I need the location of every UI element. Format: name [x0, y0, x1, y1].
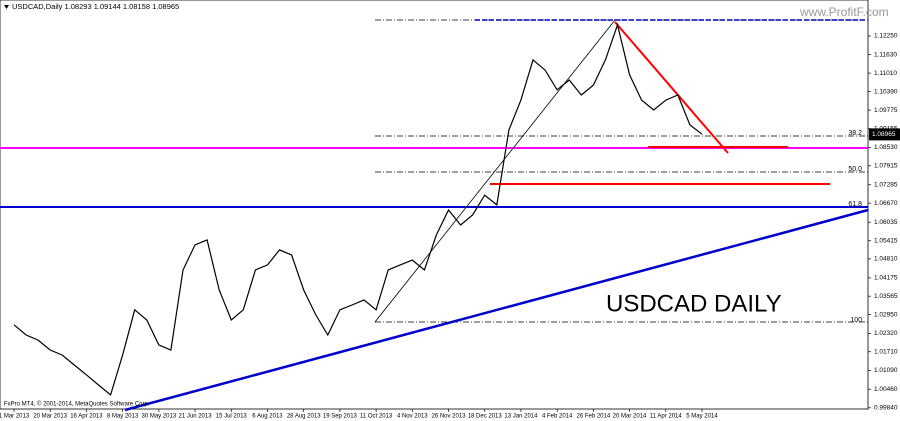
x-tick-label: 8 May 2013 — [107, 414, 139, 420]
x-tick-label: 13 Jan 2014 — [504, 414, 538, 420]
y-tick-label: 1.00460 — [874, 386, 898, 393]
x-tick-label: 4 Nov 2013 — [397, 414, 428, 420]
x-tick-label: 5 May 2014 — [686, 414, 718, 420]
price-line — [13, 22, 703, 396]
fib-label: 61.8 — [848, 201, 862, 208]
y-tick-label: 1.01090 — [874, 367, 898, 374]
fib-label: 38.2 — [848, 130, 862, 137]
x-tick-label: 28 Aug 2013 — [287, 414, 321, 420]
trend-line — [124, 208, 869, 412]
y-tick-label: 1.04810 — [874, 256, 898, 263]
x-tick-label: 26 Nov 2013 — [432, 414, 467, 420]
y-tick-label: 1.01710 — [874, 348, 898, 355]
y-tick-label: 1.02950 — [874, 311, 898, 318]
x-tick-label: 20 Mar 2014 — [613, 414, 647, 420]
x-tick-label: 16 Apr 2013 — [70, 414, 103, 420]
y-tick-label: 1.10390 — [874, 88, 898, 95]
menu-arrow[interactable] — [4, 5, 9, 9]
x-tick-label: 18 Dec 2013 — [468, 414, 503, 420]
y-tick-label: 1.02320 — [874, 330, 898, 337]
fib-base-line — [374, 19, 616, 323]
y-tick-label: 0.99840 — [874, 405, 898, 412]
y-tick-label: 1.09775 — [874, 107, 898, 114]
y-tick-label: 1.11630 — [874, 51, 897, 58]
current-price-box — [869, 128, 900, 141]
x-tick-label: 11 Oct 2013 — [360, 414, 393, 420]
plot-frame — [0, 0, 869, 410]
x-tick-label: 26 Feb 2014 — [577, 414, 611, 420]
y-tick-label: 1.11010 — [874, 70, 897, 77]
x-tick-label: 6 Aug 2013 — [252, 414, 283, 420]
x-tick-label: 15 Jul 2013 — [216, 414, 248, 420]
current-price-label: 1.08965 — [872, 131, 896, 138]
x-tick-label: 19 Sep 2013 — [323, 414, 358, 420]
fib-label: 100 — [850, 317, 862, 324]
y-tick-label: 1.12250 — [874, 33, 898, 40]
y-tick-label: 1.07285 — [874, 181, 898, 188]
y-tick-label: 1.07915 — [874, 163, 898, 170]
fib-label: 50.0 — [848, 166, 862, 173]
y-tick-label: 1.05415 — [874, 237, 898, 244]
watermark: www.ProfitF.com — [799, 5, 889, 19]
chart-title: USDCAD,Daily 1.08293 1.09144 1.08158 1.0… — [12, 2, 179, 11]
copyright: FxPro MT4, © 2001-2014, MetaQuotes Softw… — [4, 401, 150, 408]
y-tick-label: 1.04175 — [874, 275, 898, 282]
x-tick-label: 11 Apr 2014 — [650, 414, 683, 420]
y-tick-label: 1.03565 — [874, 293, 898, 300]
y-tick-label: 1.06035 — [874, 219, 898, 226]
y-tick-label: 1.08530 — [874, 144, 898, 151]
x-tick-label: 4 Feb 2014 — [542, 414, 573, 420]
x-tick-label: 30 May 2013 — [141, 414, 176, 420]
y-tick-label: 1.06670 — [874, 200, 898, 207]
red-trend-line — [614, 21, 729, 154]
annotation: USDCAD DAILY — [606, 290, 782, 317]
x-tick-label: 21 Jun 2013 — [179, 414, 213, 420]
x-tick-label: 20 Mar 2013 — [33, 414, 67, 420]
x-tick-label: 1 Mar 2013 — [0, 414, 30, 420]
